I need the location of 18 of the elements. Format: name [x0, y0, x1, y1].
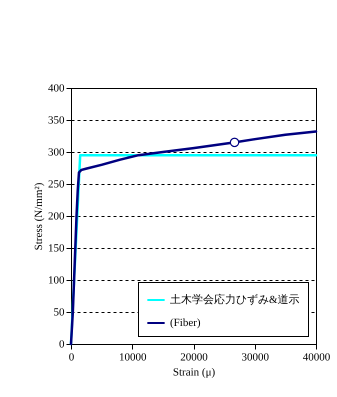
y-tick-label: 250: [48, 178, 65, 190]
x-tick-label: 0: [68, 352, 75, 364]
x-tick-label: 20000: [180, 352, 208, 364]
x-tick-label: 10000: [119, 352, 147, 364]
x-tick-label: 40000: [302, 352, 331, 364]
x-tick-label: 30000: [242, 352, 270, 364]
legend-label: 土木学会応力ひずみ&道示: [170, 293, 300, 306]
y-tick-label: 100: [48, 274, 65, 286]
y-tick-label: 350: [48, 114, 65, 126]
y-tick-label: 50: [54, 306, 65, 318]
y-axis-title: Stress (N/mm²): [33, 182, 45, 250]
y-tick-label: 200: [48, 210, 65, 222]
y-tick-label: 300: [48, 146, 65, 158]
x-axis-title: Strain (μ): [172, 366, 216, 378]
y-tick-label: 400: [48, 82, 65, 94]
legend-label: (Fiber): [170, 317, 201, 329]
y-tick-label: 0: [59, 338, 65, 350]
y-tick-label: 150: [48, 242, 65, 254]
